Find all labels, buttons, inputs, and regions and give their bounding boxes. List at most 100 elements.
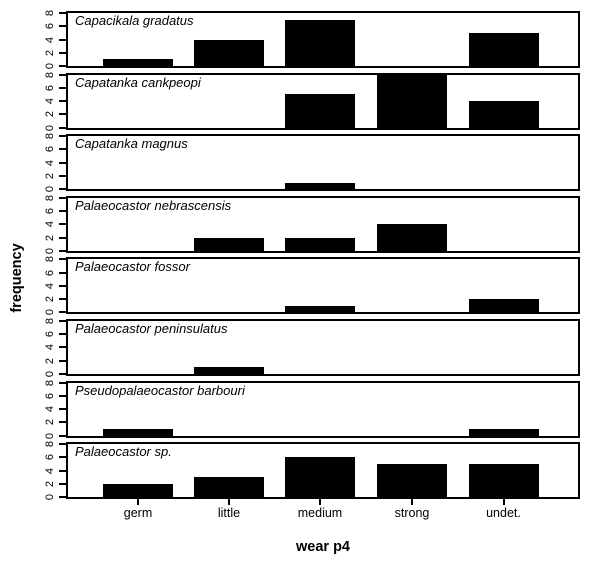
y-tick-4 [59, 38, 66, 41]
x-axis-title: wear p4 [296, 539, 350, 555]
y-tick-label-4: 4 [44, 221, 56, 228]
y-tick-label-4: 4 [44, 344, 56, 351]
panel-palaeocastor-peninsulatus: Palaeocastor peninsulatus 0 2 4 6 8 [44, 318, 580, 377]
y-tick-label-6: 6 [44, 392, 56, 399]
x-tick-label-little: little [217, 506, 241, 520]
panel-title-capatanka-magnus: Capatanka magnus [75, 136, 188, 152]
y-tick-label-4: 4 [44, 159, 56, 166]
y-tick-0 [59, 372, 66, 375]
y-tick-4 [59, 284, 66, 287]
panel-palaeocastor-sp: Palaeocastor sp. 0 2 4 6 8 [44, 441, 580, 500]
y-tick-4 [59, 161, 66, 164]
y-tick-4 [59, 346, 66, 349]
bar-little [194, 39, 264, 66]
y-tick-8 [59, 73, 66, 76]
y-tick-0 [59, 65, 66, 67]
y-tick-6 [59, 25, 66, 28]
y-tick-label-8: 8 [44, 256, 56, 263]
x-tick-label-undet: undet. [486, 506, 521, 520]
panel-title-palaeocastor-fossor: Palaeocastor fossor [75, 259, 190, 275]
y-tick-label-2: 2 [44, 480, 56, 487]
y-tick-8 [59, 258, 66, 261]
y-tick-4 [59, 408, 66, 411]
bar-strong [377, 74, 447, 128]
y-tick-label-8: 8 [44, 9, 56, 17]
y-tick-label-2: 2 [44, 111, 56, 118]
panel-capatanka-magnus: Capatanka magnus 0 2 4 6 8 [44, 133, 580, 192]
panel-title-capacikala-gradatus: Capacikala gradatus [75, 13, 194, 28]
x-tick-label-medium: medium [297, 506, 343, 520]
bar-medium [285, 19, 355, 66]
x-tick-label-strong: strong [394, 506, 430, 520]
y-tick-2 [59, 482, 66, 485]
y-tick-2 [59, 421, 66, 424]
bar-undet [468, 32, 539, 66]
x-tick-strong [411, 499, 413, 505]
y-tick-2 [59, 236, 66, 239]
y-tick-4 [59, 223, 66, 226]
bar-undet [468, 464, 539, 498]
bar-germ [103, 428, 173, 436]
y-tick-label-4: 4 [44, 36, 56, 43]
y-tick-label-8: 8 [44, 317, 56, 325]
bar-little [194, 237, 264, 251]
x-tick-undet [502, 499, 505, 505]
y-tick-0 [59, 188, 66, 191]
bar-medium [285, 94, 355, 128]
y-axis-title: frequency [9, 243, 25, 313]
y-tick-label-8: 8 [44, 71, 56, 78]
panel-title-palaeocastor-nebrascensis: Palaeocastor nebrascensis [75, 197, 232, 213]
y-tick-label-2: 2 [44, 172, 56, 179]
y-tick-label-8: 8 [44, 194, 56, 201]
y-tick-label-6: 6 [44, 207, 56, 215]
x-tick-little [228, 499, 230, 505]
bar-germ [103, 59, 173, 66]
y-tick-4 [59, 100, 66, 103]
panel-title-pseudopalaeocastor-barbouri: Pseudopalaeocastor barbouri [75, 382, 245, 398]
y-tick-label-8: 8 [44, 133, 56, 140]
panels-container: Capacikala gradatus 0 2 4 6 8 Capatanka cankpe… [44, 10, 580, 500]
y-tick-label-6: 6 [44, 84, 56, 91]
bar-undet [468, 101, 539, 128]
y-tick-label-8: 8 [44, 379, 56, 386]
y-tick-2 [59, 359, 66, 362]
bar-strong [377, 224, 447, 251]
y-tick-label-6: 6 [44, 454, 56, 461]
y-tick-8 [59, 319, 66, 322]
x-axis: germ little medium strong undet. [66, 499, 580, 523]
y-tick-4 [59, 469, 66, 472]
y-tick-6 [59, 271, 66, 274]
y-tick-0 [59, 126, 66, 129]
y-tick-label-4: 4 [44, 406, 56, 413]
bar-little [194, 477, 264, 498]
x-tick-germ [137, 499, 139, 505]
panel-title-palaeocastor-sp: Palaeocastor sp. [75, 444, 172, 460]
bar-undet [468, 299, 539, 313]
y-tick-label-8: 8 [44, 441, 56, 448]
y-tick-2 [59, 174, 66, 177]
y-tick-label-2: 2 [44, 296, 56, 303]
y-tick-6 [59, 333, 66, 336]
y-tick-label-2: 2 [44, 49, 56, 56]
x-tick-label-germ: germ [123, 506, 153, 520]
x-tick-medium [319, 499, 321, 505]
y-tick-8 [59, 443, 66, 446]
y-tick-8 [59, 381, 66, 384]
y-tick-label-0: 0 [44, 494, 56, 501]
bar-medium [285, 237, 355, 251]
y-tick-label-6: 6 [44, 146, 56, 153]
y-tick-label-4: 4 [44, 467, 56, 474]
panel-pseudopalaeocastor-barbouri: Pseudopalaeocastor barbouri 0 2 4 6 8 [44, 380, 580, 439]
y-tick-2 [59, 113, 66, 116]
bar-little [194, 367, 264, 374]
y-tick-6 [59, 148, 66, 151]
y-tick-8 [59, 135, 66, 138]
panel-capacikala-gradatus: Capacikala gradatus 0 2 4 6 8 [44, 10, 580, 69]
y-tick-6 [59, 394, 66, 397]
y-tick-0 [59, 434, 66, 437]
y-tick-label-6: 6 [44, 269, 56, 276]
bar-medium [285, 182, 355, 190]
bar-germ [103, 483, 173, 498]
y-tick-label-2: 2 [44, 234, 56, 241]
